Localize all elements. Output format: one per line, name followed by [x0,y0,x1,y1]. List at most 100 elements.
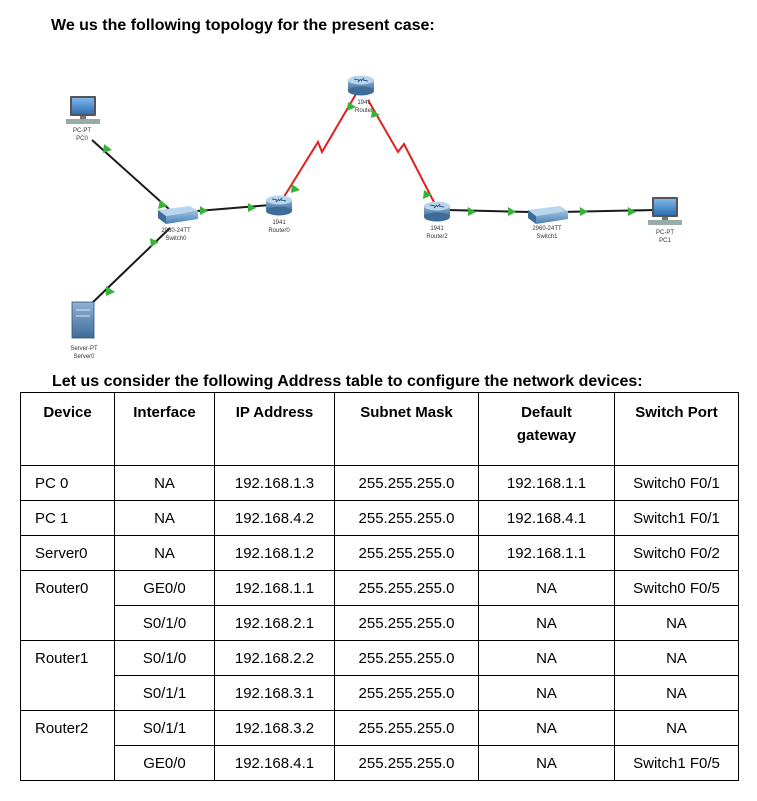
link-light-icon [580,207,588,216]
column-header-interface: Interface [114,392,215,466]
device-cell: PC 0 [20,465,115,501]
device-name-label: Router [355,108,373,114]
device-name-label: PC1 [659,238,671,244]
interface-cell: NA [114,500,215,536]
device-model-label: PC-PT [656,230,674,236]
interface-cell: NA [114,465,215,501]
pc1-device: PC-PT PC1 [648,197,682,244]
subnet-mask-cell: 255.255.255.0 [334,710,479,746]
device-model-label: PC-PT [73,128,91,134]
device-cell: Router1 [20,640,115,676]
device-model-label: 1941 [272,220,286,226]
pc-icon [66,96,100,124]
router-icon [424,201,450,222]
network-topology-diagram: PC-PT PC0 2960-24TT Switch0 Server-PT Se… [66,75,682,360]
link-light-icon [347,102,356,111]
link-switch0-router0 [184,204,271,213]
device-cell: Router0 [20,570,115,606]
device-name-label: Router0 [268,228,290,234]
switch-port-cell: Switch0 F0/5 [614,570,739,606]
server-icon [71,301,95,339]
switch-icon [528,206,568,224]
column-header-switch-port: Switch Port [614,392,739,466]
subnet-mask-cell: 255.255.255.0 [334,605,479,641]
address-table: Device Interface IP Address Subnet Mask … [20,392,739,781]
link-light-icon [106,286,115,296]
subnet-mask-cell: 255.255.255.0 [334,640,479,676]
router-icon [266,195,292,216]
table-row: Router0 GE0/0 192.168.1.1 255.255.255.0 NA Sw… [20,570,739,606]
link-switch1-pc1 [559,209,657,213]
switch-port-cell: NA [614,710,739,746]
switch-port-cell: Switch0 F0/2 [614,535,739,571]
gateway-cell: NA [478,570,615,606]
router1-device: 1941 Router [348,75,374,114]
interface-cell: S0/1/1 [114,675,215,711]
ip-address-cell: 192.168.2.1 [214,605,335,641]
device-cell: Server0 [20,535,115,571]
link-light-icon [150,238,159,247]
router0-device: 1941 Router0 [266,195,292,234]
link-light-icon [628,207,636,216]
ip-address-cell: 192.168.1.1 [214,570,335,606]
subnet-mask-cell: 255.255.255.0 [334,500,479,536]
link-light-icon [508,207,516,216]
table-row: Server0 NA 192.168.1.2 255.255.255.0 192.168… [20,535,739,571]
ip-address-cell: 192.168.2.2 [214,640,335,676]
link-light-icon [468,207,476,216]
table-row: GE0/0 192.168.4.1 255.255.255.0 NA Switch1 F… [20,745,739,781]
switch-icon [158,206,198,224]
device-model-label: 2960-24TT [532,226,562,232]
subnet-mask-cell: 255.255.255.0 [334,465,479,501]
gateway-cell: 192.168.1.1 [478,465,615,501]
column-header-default-gateway: Default gateway [478,392,615,466]
gateway-cell: NA [478,710,615,746]
table-row: S0/1/0 192.168.2.1 255.255.255.0 NA NA [20,605,739,641]
link-light-icon [371,110,380,118]
link-light-icon [158,200,168,209]
link-light-icon [423,190,432,199]
address-table-heading: Let us consider the following Address ta… [52,373,643,390]
gateway-cell: NA [478,675,615,711]
device-name-label: Switch1 [536,234,558,240]
link-router2-switch1 [447,209,531,213]
table-row: PC 1 NA 192.168.4.2 255.255.255.0 192.168.4.… [20,500,739,536]
device-cell: PC 1 [20,500,115,536]
interface-cell: S0/1/0 [114,605,215,641]
device-cell [20,675,115,711]
ip-address-cell: 192.168.1.3 [214,465,335,501]
link-light-icon [248,203,256,212]
interface-cell: S0/1/1 [114,710,215,746]
table-row: Router2 S0/1/1 192.168.3.2 255.255.255.0 NA N… [20,710,739,746]
switch-port-cell: NA [614,675,739,711]
table-row: S0/1/1 192.168.3.1 255.255.255.0 NA NA [20,675,739,711]
subnet-mask-cell: 255.255.255.0 [334,570,479,606]
device-model-label: 1941 [357,100,371,106]
ip-address-cell: 192.168.3.2 [214,710,335,746]
device-name-label: Server0 [73,354,95,360]
interface-cell: NA [114,535,215,571]
switch-port-cell: Switch1 F0/1 [614,500,739,536]
device-model-label: 1941 [430,226,444,232]
subnet-mask-cell: 255.255.255.0 [334,675,479,711]
column-header-ip-address: IP Address [214,392,335,466]
gateway-cell: 192.168.1.1 [478,535,615,571]
ip-address-cell: 192.168.1.2 [214,535,335,571]
link-router1-router2 [367,99,437,207]
link-router0-router1 [281,93,357,201]
interface-cell: GE0/0 [114,745,215,781]
device-cell [20,745,115,781]
switch0-device: 2960-24TT Switch0 [158,206,198,242]
device-name-label: Switch0 [165,236,187,242]
ip-address-cell: 192.168.4.2 [214,500,335,536]
ip-address-cell: 192.168.3.1 [214,675,335,711]
table-row: Router1 S0/1/0 192.168.2.2 255.255.255.0 NA N… [20,640,739,676]
gateway-cell: 192.168.4.1 [478,500,615,536]
device-name-label: PC0 [76,136,88,142]
switch-port-cell: NA [614,640,739,676]
table-row: PC 0 NA 192.168.1.3 255.255.255.0 192.168.1.… [20,465,739,501]
link-server0-switch0 [89,227,171,306]
device-name-label: Router2 [426,234,448,240]
switch-port-cell: NA [614,605,739,641]
switch-port-cell: Switch1 F0/5 [614,745,739,781]
